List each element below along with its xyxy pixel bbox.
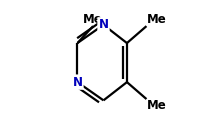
Text: N: N	[98, 18, 108, 31]
Text: N: N	[72, 76, 82, 89]
Text: Me: Me	[83, 13, 102, 26]
Text: Me: Me	[146, 99, 165, 112]
Text: Me: Me	[146, 13, 165, 26]
